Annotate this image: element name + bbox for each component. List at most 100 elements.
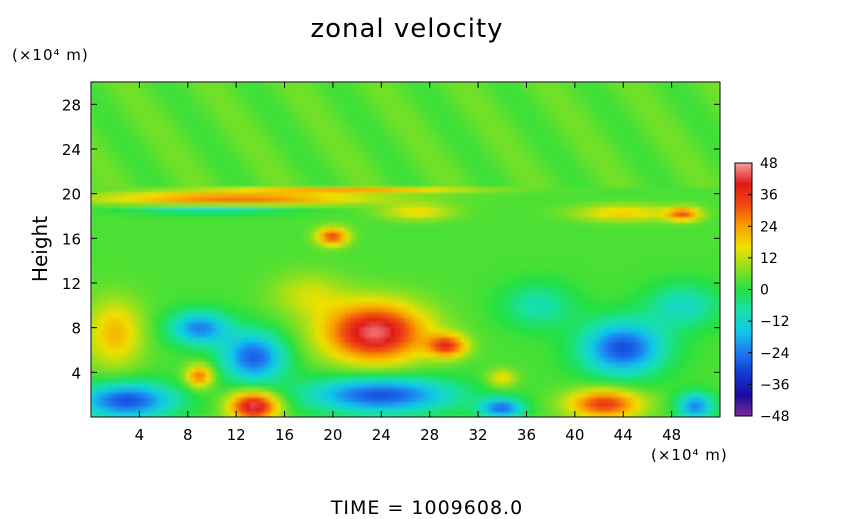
- field-cell: [295, 306, 302, 313]
- field-cell: [120, 411, 127, 417]
- field-cell: [604, 286, 611, 293]
- field-cell: [619, 376, 626, 383]
- field-cell: [544, 261, 551, 268]
- field-cell: [420, 326, 426, 333]
- field-cell: [499, 241, 506, 248]
- field-cell: [544, 286, 551, 293]
- field-cell: [250, 256, 257, 263]
- field-cell: [91, 286, 97, 293]
- field-cell: [479, 256, 486, 263]
- field-cell: [290, 356, 297, 363]
- field-cell: [714, 396, 720, 403]
- field-cell: [155, 216, 162, 223]
- field-cell: [110, 296, 117, 303]
- field-cell: [514, 296, 521, 303]
- field-cell: [260, 301, 267, 308]
- field-cell: [649, 331, 656, 338]
- field-cell: [135, 286, 142, 293]
- field-cell: [370, 231, 376, 238]
- field-cell: [390, 391, 396, 398]
- field-cell: [91, 261, 97, 268]
- field-cell: [250, 396, 257, 403]
- field-cell: [95, 296, 102, 303]
- field-cell: [345, 246, 351, 253]
- field-cell: [210, 326, 217, 333]
- field-cell: [455, 246, 461, 253]
- field-cell: [300, 281, 307, 288]
- field-cell: [435, 286, 441, 293]
- field-cell: [220, 236, 227, 243]
- field-cell: [180, 251, 187, 258]
- field-cell: [385, 236, 391, 243]
- field-cell: [325, 291, 332, 298]
- field-cell: [200, 386, 207, 393]
- field-cell: [91, 281, 97, 288]
- field-cell: [614, 296, 621, 303]
- field-cell: [225, 221, 232, 228]
- field-cell: [519, 236, 526, 243]
- field-cell: [405, 286, 411, 293]
- field-cell: [290, 401, 297, 408]
- field-cell: [130, 216, 137, 223]
- field-cell: [504, 246, 511, 253]
- field-cell: [255, 326, 262, 333]
- field-cell: [165, 221, 172, 228]
- field-cell: [415, 346, 421, 353]
- field-cell: [185, 346, 192, 353]
- field-cell: [225, 236, 232, 243]
- field-cell: [494, 386, 501, 393]
- field-cell: [654, 281, 661, 288]
- field-cell: [440, 406, 446, 413]
- field-cell: [604, 351, 611, 358]
- field-cell: [345, 326, 351, 333]
- field-cell: [619, 246, 626, 253]
- field-cell: [549, 386, 556, 393]
- field-cell: [405, 256, 411, 263]
- field-cell: [205, 236, 212, 243]
- field-cell: [135, 361, 142, 368]
- field-cell: [160, 381, 167, 388]
- field-cell: [400, 331, 406, 338]
- field-cell: [679, 251, 686, 258]
- field-cell: [430, 321, 436, 328]
- field-cell: [91, 266, 97, 273]
- field-cell: [440, 401, 446, 408]
- field-cell: [260, 371, 267, 378]
- field-cell: [100, 251, 107, 258]
- field-cell: [455, 366, 461, 373]
- field-cell: [390, 346, 396, 353]
- field-cell: [145, 261, 152, 268]
- field-cell: [155, 296, 162, 303]
- field-cell: [210, 331, 217, 338]
- field-cell: [405, 326, 411, 333]
- field-cell: [175, 396, 182, 403]
- field-cell: [474, 361, 481, 368]
- field-cell: [110, 376, 117, 383]
- field-cell: [140, 396, 147, 403]
- field-cell: [265, 286, 272, 293]
- field-cell: [350, 231, 356, 238]
- field-cell: [170, 411, 177, 417]
- field-cell: [285, 411, 292, 417]
- field-cell: [679, 366, 686, 373]
- field-cell: [624, 376, 631, 383]
- field-cell: [390, 301, 396, 308]
- field-cell: [360, 266, 366, 273]
- field-cell: [345, 281, 351, 288]
- field-cell: [315, 411, 322, 417]
- field-cell: [320, 401, 327, 408]
- field-cell: [479, 366, 486, 373]
- field-cell: [504, 366, 511, 373]
- field-cell: [574, 281, 581, 288]
- field-cell: [524, 366, 531, 373]
- field-cell: [260, 361, 267, 368]
- field-cell: [310, 216, 317, 223]
- field-cell: [125, 301, 132, 308]
- field-cell: [290, 306, 297, 313]
- field-cell: [694, 376, 701, 383]
- field-cell: [260, 341, 267, 348]
- field-cell: [280, 361, 287, 368]
- field-cell: [479, 281, 486, 288]
- field-cell: [564, 276, 571, 283]
